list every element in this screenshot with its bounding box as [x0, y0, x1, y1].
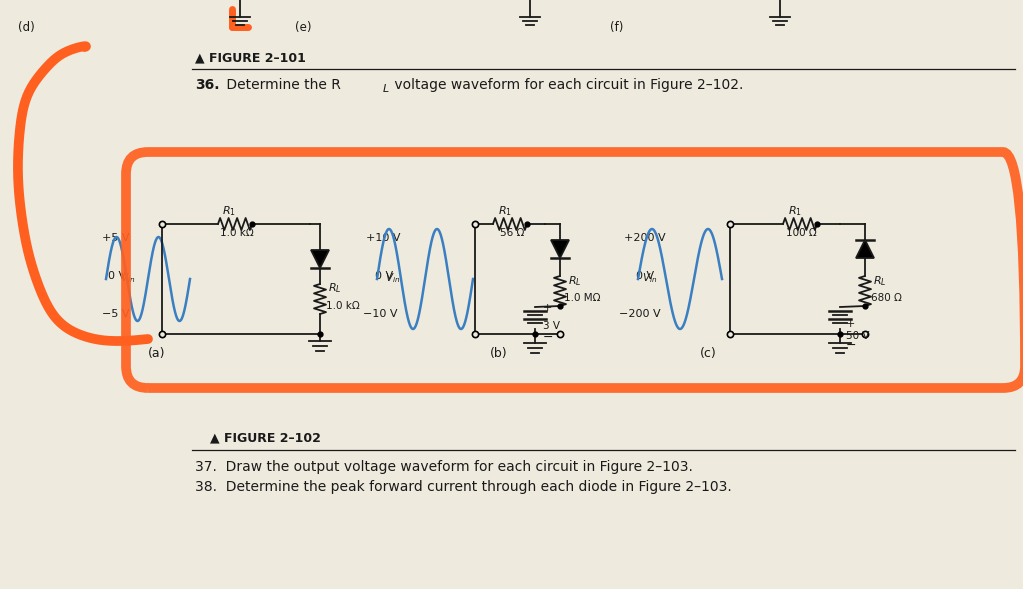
Text: 36.: 36.	[195, 78, 220, 92]
Polygon shape	[551, 240, 569, 258]
Text: −200 V: −200 V	[619, 309, 661, 319]
Text: L: L	[383, 84, 389, 94]
Text: 1.0 kΩ: 1.0 kΩ	[220, 228, 254, 238]
Text: 3 V: 3 V	[543, 321, 560, 331]
Text: Determine the R: Determine the R	[222, 78, 341, 92]
Text: (e): (e)	[295, 21, 311, 34]
Text: 100 Ω: 100 Ω	[786, 228, 816, 238]
Text: (b): (b)	[490, 347, 507, 360]
Text: 680 Ω: 680 Ω	[871, 293, 902, 303]
Text: +10 V: +10 V	[366, 233, 400, 243]
Text: 0 V: 0 V	[375, 271, 393, 281]
Text: 0 V: 0 V	[636, 271, 654, 281]
Text: $V_{in}$: $V_{in}$	[642, 271, 657, 285]
Text: $V_{in}$: $V_{in}$	[385, 271, 400, 285]
Polygon shape	[311, 250, 329, 268]
Text: $R_L$: $R_L$	[568, 274, 582, 288]
Text: $R_1$: $R_1$	[222, 204, 236, 218]
Text: −: −	[543, 331, 553, 344]
Text: 1.0 MΩ: 1.0 MΩ	[564, 293, 601, 303]
Text: (a): (a)	[148, 347, 166, 360]
Polygon shape	[856, 240, 874, 258]
Text: +: +	[846, 319, 855, 329]
Text: 50 V: 50 V	[846, 331, 870, 341]
Text: 38.  Determine the peak forward current through each diode in Figure 2–103.: 38. Determine the peak forward current t…	[195, 480, 731, 494]
Text: +: +	[543, 303, 552, 313]
Text: +5 V: +5 V	[102, 233, 130, 243]
Text: ▲ FIGURE 2–102: ▲ FIGURE 2–102	[210, 431, 321, 444]
Text: −5 V: −5 V	[102, 309, 130, 319]
Text: −: −	[846, 339, 856, 352]
Text: $V_{in}$: $V_{in}$	[120, 271, 135, 285]
Text: 1.0 kΩ: 1.0 kΩ	[326, 301, 360, 311]
Text: ▲ FIGURE 2–101: ▲ FIGURE 2–101	[195, 51, 306, 64]
Text: (f): (f)	[610, 21, 623, 34]
Text: $R_L$: $R_L$	[328, 281, 342, 295]
Text: (c): (c)	[700, 347, 717, 360]
Text: $R_1$: $R_1$	[788, 204, 802, 218]
Text: $R_L$: $R_L$	[873, 274, 887, 288]
Text: voltage waveform for each circuit in Figure 2–102.: voltage waveform for each circuit in Fig…	[390, 78, 744, 92]
Text: −10 V: −10 V	[363, 309, 398, 319]
Text: $R_1$: $R_1$	[498, 204, 512, 218]
Text: +200 V: +200 V	[624, 233, 666, 243]
Text: (d): (d)	[18, 21, 35, 34]
Text: 56 Ω: 56 Ω	[500, 228, 525, 238]
Text: 0 V: 0 V	[108, 271, 126, 281]
Text: 37.  Draw the output voltage waveform for each circuit in Figure 2–103.: 37. Draw the output voltage waveform for…	[195, 460, 693, 474]
